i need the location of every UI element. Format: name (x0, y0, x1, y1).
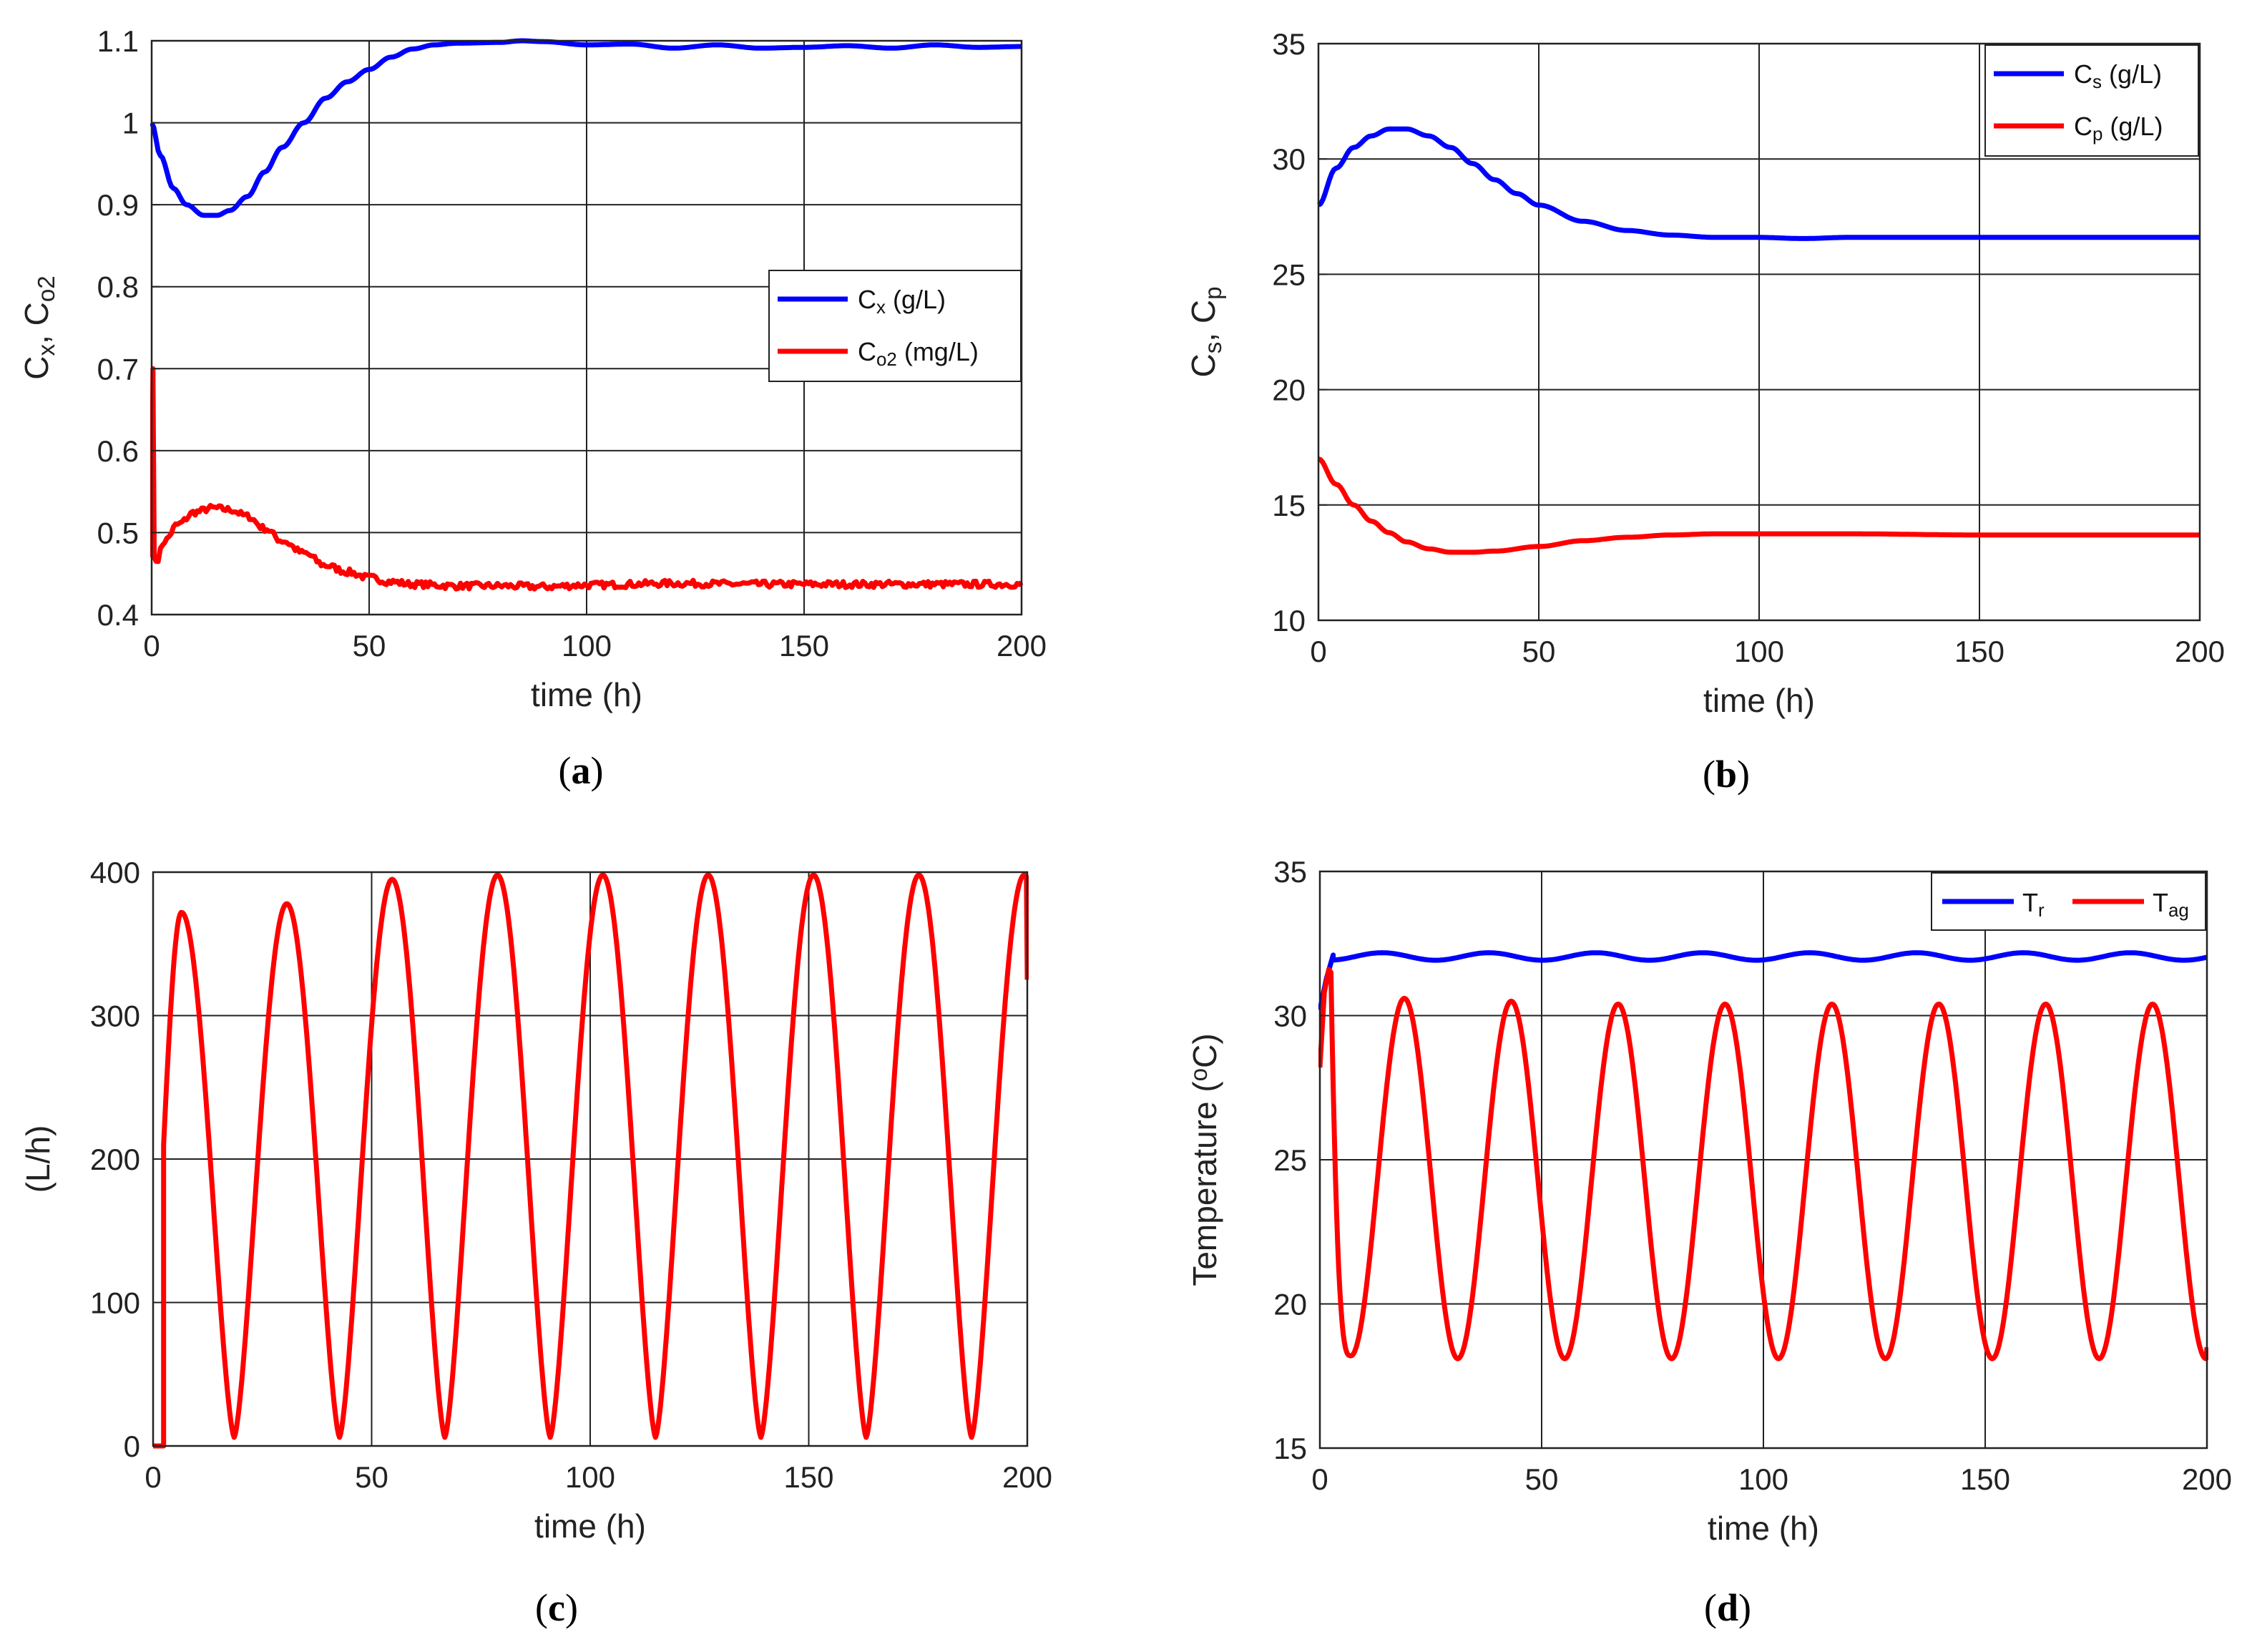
y-axis-label: Cs, Cp (1185, 287, 1227, 378)
x-tick-label: 200 (2175, 635, 2225, 668)
x-tick-label: 200 (997, 629, 1047, 663)
y-tick-label: 20 (1272, 373, 1306, 407)
panel-caption: (b) (1703, 753, 1750, 796)
legend: Cx (g/L) Co2 (mg/L) (768, 270, 1022, 382)
y-tick-label: 30 (1272, 142, 1306, 176)
panel-caption: (d) (1704, 1586, 1751, 1629)
legend-label: Tag (2153, 888, 2189, 921)
y-tick-label: 100 (90, 1286, 140, 1320)
panel-caption: (a) (559, 749, 604, 792)
x-tick-label: 150 (1960, 1462, 2010, 1496)
series-line-c-p-g-l- (1317, 456, 2201, 555)
legend-box (1984, 44, 2199, 157)
legend-box (768, 270, 1022, 382)
panel-caption: (c) (535, 1586, 578, 1629)
x-tick-label: 200 (1002, 1460, 1052, 1494)
x-axis-label: time (h) (531, 676, 642, 713)
y-tick-label: 30 (1273, 999, 1307, 1033)
series-line-flow (153, 872, 1029, 1449)
y-tick-label: 20 (1273, 1288, 1307, 1321)
series-line-c-o2-mg-l- (150, 366, 1023, 592)
y-tick-label: 35 (1272, 27, 1306, 61)
y-tick-label: 1.1 (97, 24, 139, 58)
x-tick-label: 100 (565, 1460, 615, 1494)
y-tick-label: 0.9 (97, 188, 139, 222)
x-tick-label: 50 (1525, 1462, 1559, 1496)
x-axis-label: time (h) (1708, 1510, 1819, 1547)
y-tick-label: 10 (1272, 604, 1306, 637)
legend-label: Co2 (mg/L) (858, 337, 979, 370)
x-tick-label: 50 (355, 1460, 388, 1494)
y-tick-label: 0 (124, 1429, 140, 1463)
y-tick-label: 0.4 (97, 598, 139, 632)
y-tick-label: 300 (90, 999, 140, 1033)
y-axis-label: (L/h) (19, 1125, 57, 1193)
legend: Cs (g/L) Cp (g/L) (1984, 44, 2199, 157)
x-tick-label: 50 (1522, 635, 1556, 668)
x-tick-label: 150 (779, 629, 829, 663)
x-tick-label: 0 (143, 629, 160, 663)
legend: Tr Tag (1931, 872, 2206, 931)
series-line-t-ag (1318, 967, 2208, 1362)
x-tick-label: 0 (1311, 1462, 1328, 1496)
x-tick-label: 50 (353, 629, 386, 663)
legend-label: Cx (g/L) (858, 285, 946, 318)
x-tick-label: 100 (1734, 635, 1784, 668)
y-axis-label: Cx, Co2 (18, 275, 60, 379)
legend-label: Cs (g/L) (2074, 59, 2162, 92)
y-tick-label: 0.7 (97, 352, 139, 386)
y-tick-label: 0.8 (97, 270, 139, 304)
legend-label: Cp (g/L) (2074, 112, 2163, 145)
series-line-c-x-g-l- (150, 38, 1022, 218)
y-tick-label: 15 (1273, 1432, 1307, 1465)
x-tick-label: 150 (1954, 635, 2004, 668)
y-tick-label: 15 (1272, 489, 1306, 522)
series-line-t-r (1318, 950, 2208, 1011)
x-tick-label: 0 (1310, 635, 1326, 668)
x-tick-label: 100 (562, 629, 612, 663)
chart-panel-a: 0 50 100 150 200 0.4 0.5 0.6 0.7 0.8 0.9 1 1.1 time (… (18, 24, 1047, 792)
chart-panel-b: 0 50 100 150 200 10 15 20 25 30 35 time (h) Cs, Cp Cs… (1185, 27, 2225, 796)
chart-panel-c: 0 50 100 150 200 0 100 200 300 400 time (h) (L/h) (c… (19, 856, 1052, 1629)
y-tick-label: 400 (90, 856, 140, 889)
y-tick-label: 35 (1273, 855, 1307, 889)
x-tick-label: 150 (783, 1460, 833, 1494)
x-tick-label: 0 (145, 1460, 161, 1494)
y-axis-label: Temperature (oC) (1186, 1033, 1223, 1286)
y-tick-label: 200 (90, 1143, 140, 1176)
legend-label: Tr (2022, 888, 2045, 921)
x-tick-label: 200 (2182, 1462, 2232, 1496)
x-axis-label: time (h) (534, 1507, 646, 1545)
series-line-c-s-g-l- (1317, 126, 2201, 241)
x-tick-label: 100 (1738, 1462, 1788, 1496)
y-tick-label: 25 (1273, 1143, 1307, 1177)
y-tick-label: 25 (1272, 258, 1306, 291)
y-tick-label: 1 (122, 107, 139, 140)
x-axis-label: time (h) (1703, 682, 1815, 719)
chart-panel-d: 0 50 100 150 200 15 20 25 30 35 time (h) Temperatur… (1186, 855, 2232, 1629)
y-tick-label: 0.5 (97, 516, 139, 549)
y-tick-label: 0.6 (97, 434, 139, 468)
